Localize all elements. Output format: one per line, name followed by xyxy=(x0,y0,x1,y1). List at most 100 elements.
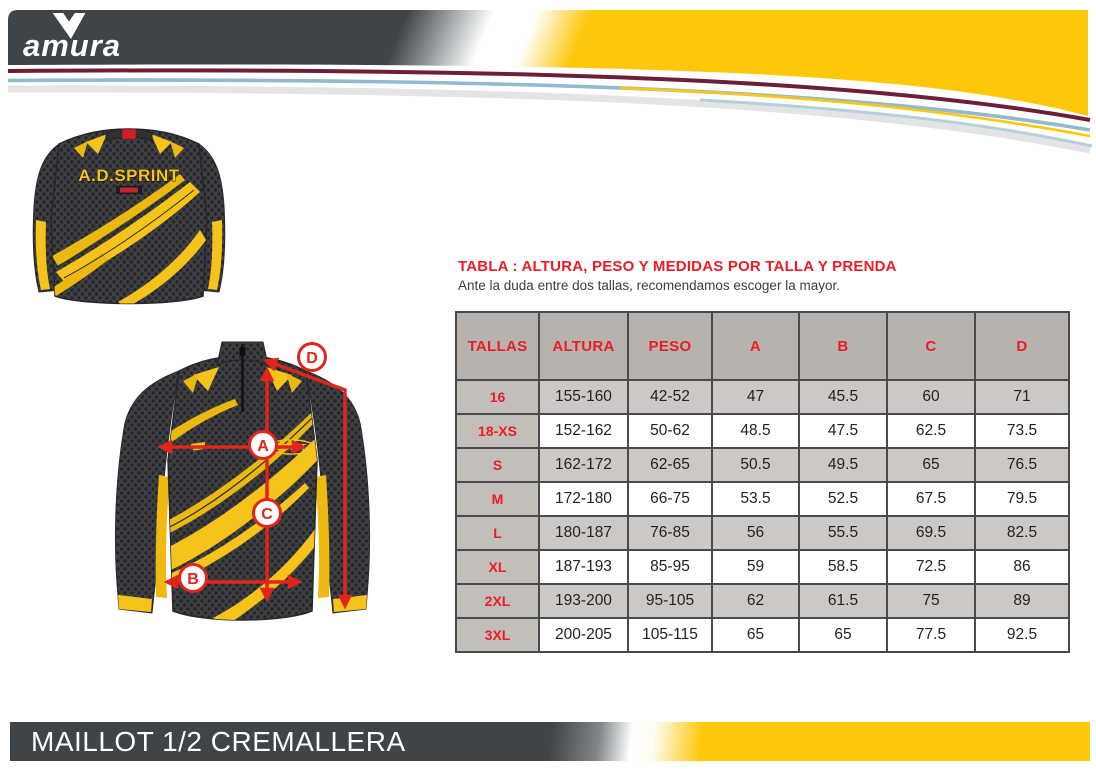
column-header: D xyxy=(974,311,1070,381)
column-header: TALLAS xyxy=(455,311,540,381)
size-cell: XL xyxy=(455,549,540,585)
table-row: M 172-180 66-75 53.5 52.5 67.5 79.5 xyxy=(455,481,1070,517)
stripe-blue-2 xyxy=(699,98,1093,148)
column-header: ALTURA xyxy=(538,311,629,381)
value-cell: 61.5 xyxy=(798,583,888,619)
value-cell: 85-95 xyxy=(627,549,713,585)
value-cell: 53.5 xyxy=(711,481,800,517)
size-cell: L xyxy=(455,515,540,551)
collar-tag xyxy=(121,128,137,140)
measure-circle-b xyxy=(178,563,208,593)
front-collar-wedge xyxy=(183,373,199,393)
club-name-text: A.D.SPRINT xyxy=(78,166,179,185)
table-row: 18-XS 152-162 50-62 48.5 47.5 62.5 73.5 xyxy=(455,413,1070,449)
measure-arrow-d xyxy=(262,357,353,610)
value-cell: 62 xyxy=(711,583,800,619)
measure-label-a: A xyxy=(257,438,269,455)
table-row: 16 155-160 42-52 47 45.5 60 71 xyxy=(455,379,1070,415)
table-row: 2XL 193-200 95-105 62 61.5 75 89 xyxy=(455,583,1070,619)
value-cell: 56 xyxy=(711,515,800,551)
stripe-gray xyxy=(7,85,1091,154)
stripe-white xyxy=(7,72,1091,129)
value-cell: 92.5 xyxy=(974,617,1070,653)
value-cell: 62-65 xyxy=(627,447,713,483)
value-cell: 65 xyxy=(886,447,976,483)
zipper-slider xyxy=(239,347,246,356)
back-shoulder-wedge xyxy=(86,134,107,154)
value-cell: 65 xyxy=(798,617,888,653)
value-cell: 75 xyxy=(886,583,976,619)
value-cell: 82.5 xyxy=(974,515,1070,551)
size-cell: 3XL xyxy=(455,617,540,653)
value-cell: 95-105 xyxy=(627,583,713,619)
product-title: MAILLOT 1/2 CREMALLERA xyxy=(31,726,406,757)
value-cell: 79.5 xyxy=(974,481,1070,517)
amura-v-icon xyxy=(52,13,86,39)
header-band-shape xyxy=(8,10,1088,116)
column-header: C xyxy=(886,311,976,381)
value-cell: 89 xyxy=(974,583,1070,619)
back-swoosh xyxy=(52,174,206,304)
header-band xyxy=(7,10,1093,154)
back-shoulder-wedge xyxy=(74,141,88,158)
value-cell: 69.5 xyxy=(886,515,976,551)
back-right-sleeve-stripe xyxy=(208,220,223,290)
measure-label-c: C xyxy=(261,506,273,523)
footer-bar: MAILLOT 1/2 CREMALLERA xyxy=(10,722,1090,761)
measure-circle-a xyxy=(248,430,278,460)
value-cell: 162-172 xyxy=(538,447,629,483)
table-subtitle: Ante la duda entre dos tallas, recomenda… xyxy=(458,278,840,293)
value-cell: 152-162 xyxy=(538,413,629,449)
table-row: 3XL 200-205 105-115 65 65 77.5 92.5 xyxy=(455,617,1070,653)
measure-labels: A B C D xyxy=(178,342,327,593)
column-header: PESO xyxy=(627,311,713,381)
value-cell: 47.5 xyxy=(798,413,888,449)
value-cell: 62.5 xyxy=(886,413,976,449)
value-cell: 67.5 xyxy=(886,481,976,517)
table-row: S 162-172 62-65 50.5 49.5 65 76.5 xyxy=(455,447,1070,483)
table-row: L 180-187 76-85 56 55.5 69.5 82.5 xyxy=(455,515,1070,551)
value-cell: 59 xyxy=(711,549,800,585)
value-cell: 58.5 xyxy=(798,549,888,585)
value-cell: 60 xyxy=(886,379,976,415)
value-cell: 77.5 xyxy=(886,617,976,653)
front-left-cuff xyxy=(118,595,152,612)
value-cell: 180-187 xyxy=(538,515,629,551)
value-cell: 71 xyxy=(974,379,1070,415)
jersey-front-image: SPRINT A B C D xyxy=(114,341,371,621)
jersey-back-image: A.D.SPRINT xyxy=(32,128,226,305)
size-table-head-row: TALLAS ALTURA PESO A B C D xyxy=(455,311,1070,381)
size-table-body: 16 155-160 42-52 47 45.5 60 71 18-XS 152-162 50-6… xyxy=(455,379,1070,653)
measure-circle-c xyxy=(252,498,282,528)
measure-label-b: B xyxy=(187,571,199,588)
front-left-sleeve xyxy=(114,370,180,614)
size-cell: M xyxy=(455,481,540,517)
value-cell: 76-85 xyxy=(627,515,713,551)
front-left-sleeve-stripe xyxy=(155,475,170,598)
value-cell: 155-160 xyxy=(538,379,629,415)
column-header: B xyxy=(798,311,888,381)
column-header: A xyxy=(711,311,800,381)
value-cell: 49.5 xyxy=(798,447,888,483)
table-row: XL 187-193 85-95 59 58.5 72.5 86 xyxy=(455,549,1070,585)
size-cell: 2XL xyxy=(455,583,540,619)
value-cell: 45.5 xyxy=(798,379,888,415)
value-cell: 52.5 xyxy=(798,481,888,517)
measure-circle-d xyxy=(297,342,327,372)
brand-logo-text: amura xyxy=(23,28,122,63)
back-shoulder-wedge xyxy=(170,141,184,158)
back-shoulder-wedge xyxy=(151,134,172,154)
back-left-sleeve-stripe xyxy=(35,220,50,290)
size-cell: S xyxy=(455,447,540,483)
zipper xyxy=(241,344,244,412)
value-cell: 200-205 xyxy=(538,617,629,653)
size-table: TALLAS ALTURA PESO A B C D 16 155-160 42-52 47 45.… xyxy=(455,311,1070,653)
table-title: TABLA : ALTURA, PESO Y MEDIDAS POR TALLA… xyxy=(458,258,897,275)
value-cell: 86 xyxy=(974,549,1070,585)
value-cell: 65 xyxy=(711,617,800,653)
brand-logo: amura xyxy=(0,0,260,80)
value-cell: 48.5 xyxy=(711,413,800,449)
stripe-yellow xyxy=(619,86,1091,138)
stripe-maroon xyxy=(7,68,1091,122)
